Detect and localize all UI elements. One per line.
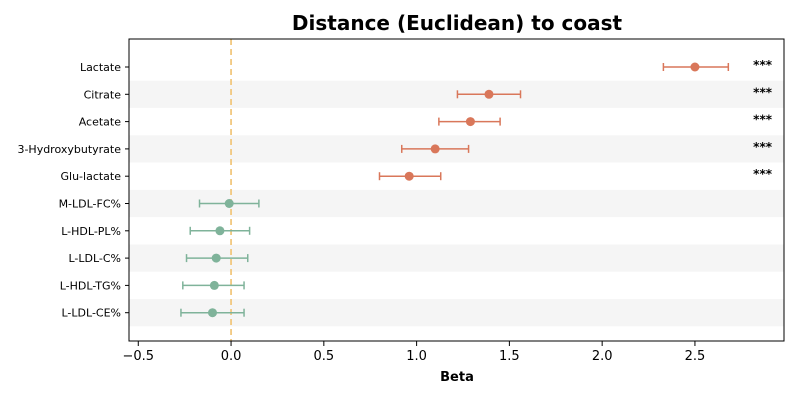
significance-label: *** xyxy=(753,167,773,181)
x-tick-label: 0.0 xyxy=(221,349,242,364)
point-estimate xyxy=(484,89,494,99)
y-tick-label: Acetate xyxy=(79,116,122,129)
x-tick-label: 1.0 xyxy=(406,349,427,364)
y-tick-label: M-LDL-FC% xyxy=(59,198,121,211)
y-tick-label: L-LDL-CE% xyxy=(62,307,122,320)
y-tick-label: L-LDL-C% xyxy=(68,252,121,265)
data-marks: *** *** *** *** *** xyxy=(180,58,773,318)
point-estimate xyxy=(211,253,221,263)
y-axis: Lactate Citrate Acetate 3-Hydroxybutyrate Gl… xyxy=(17,61,129,320)
point-estimate xyxy=(690,62,700,72)
y-tick-label: L-HDL-PL% xyxy=(61,225,121,238)
x-tick-label: 2.0 xyxy=(592,349,613,364)
significance-label: *** xyxy=(753,140,773,154)
y-tick-label: 3-Hydroxybutyrate xyxy=(17,143,121,156)
x-axis: −0.5 0.0 0.5 1.0 1.5 2.0 2.5 xyxy=(122,341,705,364)
significance-label: *** xyxy=(753,113,773,127)
x-axis-label: Beta xyxy=(440,370,474,385)
point-estimate xyxy=(404,171,414,181)
point-estimate xyxy=(207,308,217,318)
x-tick-label: 1.5 xyxy=(499,349,520,364)
point-estimate xyxy=(465,117,475,127)
point-estimate xyxy=(430,144,440,154)
chart-title: Distance (Euclidean) to coast xyxy=(292,11,623,35)
x-tick-label: 0.5 xyxy=(313,349,334,364)
plot-frame xyxy=(128,38,785,342)
point-estimate xyxy=(209,280,219,290)
point-estimate xyxy=(224,199,234,208)
significance-label: *** xyxy=(753,58,773,72)
y-tick-label: Glu-lactate xyxy=(61,170,122,183)
significance-label: *** xyxy=(753,85,773,99)
y-tick-label: Citrate xyxy=(84,88,122,101)
point-estimate xyxy=(215,226,225,236)
x-tick-label: 2.5 xyxy=(685,349,706,364)
y-tick-label: Lactate xyxy=(80,61,121,74)
x-tick-label: −0.5 xyxy=(122,349,154,364)
row-band xyxy=(129,80,784,108)
y-tick-label: L-HDL-TG% xyxy=(60,279,121,292)
